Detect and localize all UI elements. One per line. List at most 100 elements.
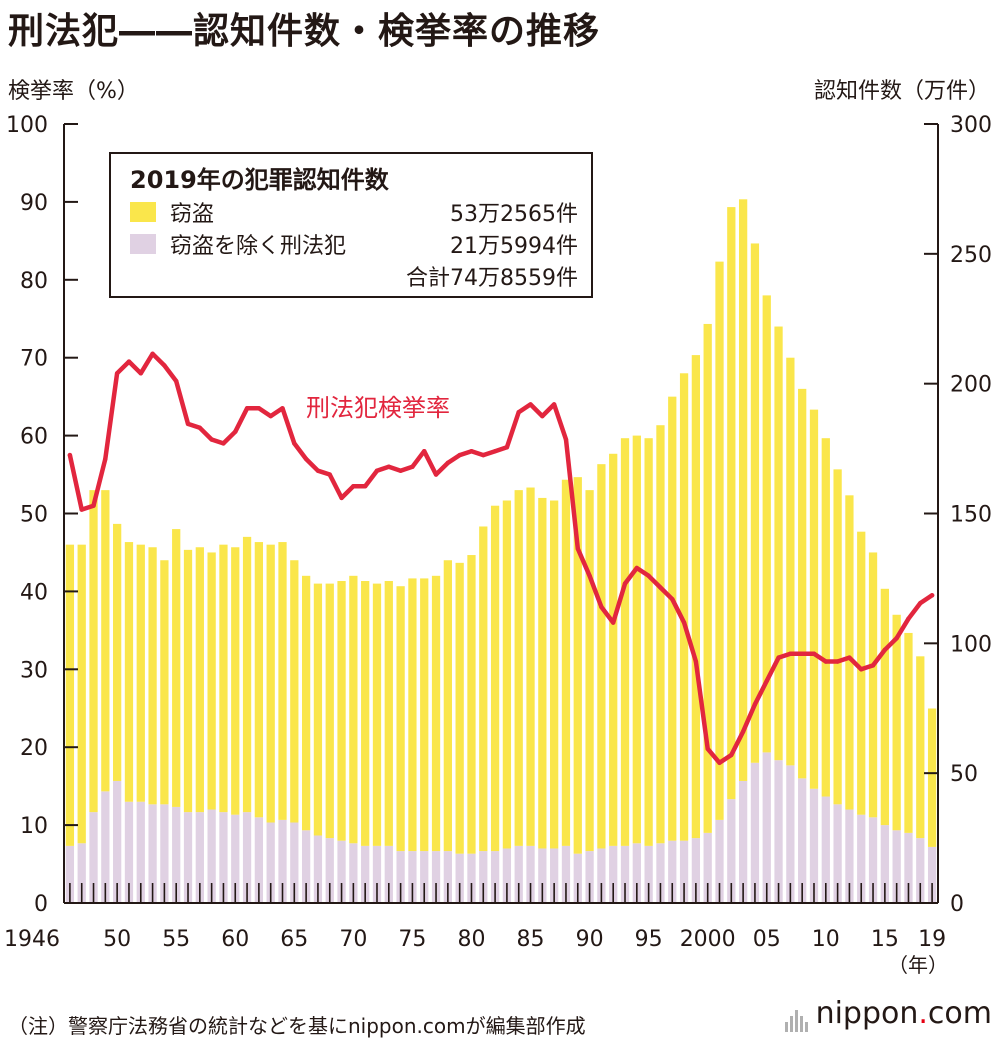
bar-other-2001: [715, 819, 724, 903]
bar-theft-2018: [916, 656, 925, 839]
bar-other-1947: [77, 843, 86, 903]
bar-other-1985: [526, 845, 535, 903]
rate-point-1973: [386, 464, 391, 469]
bar-theft-1974: [396, 586, 405, 852]
left-tick-label-20: 20: [20, 736, 48, 761]
rate-point-1966: [303, 456, 309, 462]
bar-other-1967: [313, 835, 323, 903]
bar-theft-1948: [89, 490, 98, 813]
bar-other-2010: [821, 796, 830, 903]
rate-point-1950: [114, 371, 120, 376]
rate-point-2006: [776, 655, 781, 660]
bar-theft-1961: [242, 536, 252, 813]
bar-other-1950: [113, 780, 122, 903]
bar-other-2015: [880, 825, 889, 903]
rate-point-2014: [870, 663, 876, 668]
bar-other-1982: [490, 851, 500, 903]
bar-theft-1963: [266, 544, 275, 823]
x-tick-label-50: 50: [103, 927, 131, 952]
legend-value-theft: 53万2565件: [450, 202, 578, 227]
bar-theft-1985: [526, 487, 535, 846]
bar-theft-2019: [927, 708, 937, 847]
bars-layer: [65, 199, 937, 903]
baseline-ticks: [69, 883, 933, 903]
rate-point-2004: [752, 702, 758, 707]
bar-theft-1969: [337, 581, 346, 841]
rate-point-2013: [859, 667, 864, 672]
bar-other-1958: [207, 809, 216, 903]
rate-point-2007: [788, 651, 793, 656]
x-tick-label-55: 55: [162, 927, 190, 952]
bar-other-1968: [325, 838, 334, 903]
logo-dot: .: [918, 996, 928, 1031]
bar-theft-1950: [113, 523, 122, 781]
bar-other-2011: [833, 804, 842, 903]
rate-point-2019: [929, 593, 935, 598]
legend-label-theft: 窃盗: [170, 202, 214, 227]
rate-point-1976: [422, 448, 427, 454]
bar-other-1964: [278, 819, 287, 903]
rate-point-1957: [197, 425, 203, 431]
bar-other-1949: [101, 791, 110, 903]
rate-point-1962: [256, 406, 262, 411]
bar-theft-2012: [845, 495, 854, 810]
bar-other-1965: [290, 822, 299, 903]
rate-point-2016: [894, 635, 899, 641]
rate-point-1980: [469, 448, 474, 454]
bar-theft-1986: [538, 497, 547, 849]
bar-other-1978: [443, 851, 452, 903]
rate-point-1974: [398, 468, 403, 473]
rate-point-2012: [847, 655, 852, 660]
x-tick-label-65: 65: [280, 927, 308, 952]
rate-point-1949: [103, 456, 108, 462]
rate-point-1955: [174, 378, 179, 384]
rate-point-1961: [244, 406, 250, 411]
bar-other-2012: [845, 809, 854, 903]
bar-other-2007: [786, 765, 795, 903]
bar-other-1946: [65, 845, 75, 903]
x-tick-label-75: 75: [398, 927, 426, 952]
bar-theft-1993: [620, 438, 630, 846]
rate-point-2011: [835, 659, 840, 664]
rate-point-1953: [150, 351, 155, 357]
legend-value-other: 21万5994件: [450, 234, 578, 259]
bar-theft-1980: [467, 555, 476, 854]
bar-other-2018: [916, 838, 925, 903]
rate-point-2001: [717, 760, 722, 765]
bar-theft-2003: [738, 199, 748, 781]
bar-theft-1999: [691, 355, 701, 839]
bar-other-1997: [668, 840, 677, 903]
bar-other-2014: [868, 817, 878, 903]
bar-theft-1966: [301, 575, 311, 831]
rate-point-1963: [268, 413, 273, 419]
bar-theft-1960: [231, 547, 240, 815]
rate-point-1970: [351, 484, 356, 489]
bar-theft-2009: [809, 409, 819, 789]
bar-other-1956: [183, 812, 193, 903]
bar-other-2013: [857, 814, 866, 903]
bar-theft-2008: [798, 388, 807, 779]
bar-theft-2002: [727, 207, 736, 800]
bar-theft-1964: [278, 542, 287, 820]
bar-theft-2013: [857, 531, 866, 815]
logo-text: nippon: [815, 996, 919, 1031]
bar-theft-2006: [774, 326, 783, 761]
left-tick-label-90: 90: [20, 191, 48, 216]
rate-point-1972: [374, 468, 380, 473]
rate-point-1986: [540, 413, 545, 419]
bar-theft-2015: [880, 588, 889, 826]
left-tick-label-80: 80: [20, 269, 48, 294]
bar-other-1984: [514, 845, 523, 903]
rate-point-2005: [764, 678, 769, 684]
bar-theft-2011: [833, 469, 842, 805]
rate-point-1947: [79, 507, 84, 512]
rate-point-1997: [670, 596, 675, 602]
bar-other-1952: [136, 801, 145, 903]
line-series-label: 刑法犯検挙率: [306, 394, 450, 422]
bar-other-1998: [679, 840, 689, 903]
bar-other-1994: [632, 843, 641, 903]
bar-theft-1989: [573, 477, 582, 854]
rate-point-2015: [882, 647, 888, 653]
rate-point-1995: [646, 573, 651, 579]
